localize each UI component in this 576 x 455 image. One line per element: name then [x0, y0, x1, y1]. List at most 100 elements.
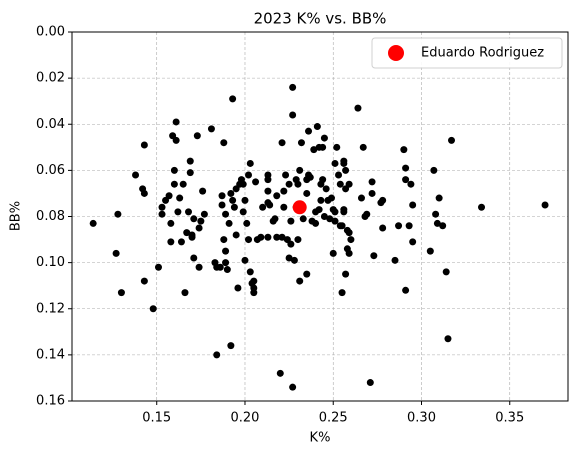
point	[402, 286, 410, 294]
point	[229, 196, 237, 204]
point	[174, 208, 182, 216]
point	[222, 247, 230, 255]
point	[409, 201, 417, 209]
point	[241, 256, 249, 264]
point	[250, 277, 258, 285]
point	[223, 266, 231, 274]
point	[230, 203, 238, 211]
point	[338, 222, 346, 230]
point	[331, 208, 339, 216]
point	[326, 215, 334, 223]
point	[165, 192, 173, 200]
point	[264, 187, 272, 195]
point	[245, 171, 253, 179]
point	[172, 136, 180, 144]
point	[294, 180, 302, 188]
plot-frame	[71, 31, 569, 402]
point	[359, 143, 367, 151]
point	[278, 233, 286, 241]
point	[319, 176, 327, 184]
point	[140, 189, 148, 197]
point	[289, 83, 297, 91]
point	[250, 289, 258, 297]
point	[338, 289, 346, 297]
point	[322, 185, 330, 193]
point	[345, 249, 353, 257]
point	[305, 127, 313, 135]
point	[117, 289, 125, 297]
point	[541, 201, 549, 209]
point	[347, 236, 355, 244]
y-tick-label: 0.02	[36, 71, 65, 86]
x-tick-label: 0.25	[319, 411, 348, 426]
point	[402, 164, 410, 172]
point	[306, 173, 314, 181]
point	[405, 222, 413, 230]
point	[478, 203, 486, 211]
point	[176, 194, 184, 202]
point	[158, 210, 166, 218]
point	[402, 176, 410, 184]
point	[177, 238, 185, 246]
point	[448, 136, 456, 144]
point	[395, 222, 403, 230]
point	[241, 196, 249, 204]
point	[379, 196, 387, 204]
point	[329, 249, 337, 257]
point	[320, 134, 328, 142]
y-tick-label: 0.00	[36, 25, 65, 40]
point	[170, 166, 178, 174]
chart-title: 2023 K% vs. BB%	[254, 10, 387, 28]
point	[331, 159, 339, 167]
point	[342, 166, 350, 174]
point	[303, 189, 311, 197]
point	[289, 111, 297, 119]
point	[290, 256, 298, 264]
point	[222, 210, 230, 218]
point	[287, 240, 295, 248]
point	[140, 277, 148, 285]
point	[439, 222, 447, 230]
point	[239, 208, 247, 216]
point	[154, 263, 162, 271]
point	[292, 200, 307, 215]
point	[213, 351, 221, 359]
point	[132, 171, 140, 179]
point	[184, 208, 192, 216]
point	[239, 180, 247, 188]
point	[317, 196, 325, 204]
point	[188, 231, 196, 239]
point	[342, 270, 350, 278]
point	[336, 180, 344, 188]
point	[158, 203, 166, 211]
legend-box	[371, 37, 563, 69]
point	[227, 342, 235, 350]
point	[287, 217, 295, 225]
point	[276, 369, 284, 377]
point	[207, 125, 215, 133]
point	[200, 210, 208, 218]
y-tick-label: 0.04	[36, 117, 65, 132]
point	[331, 217, 339, 225]
point	[296, 277, 304, 285]
point	[220, 236, 228, 244]
point	[183, 229, 191, 237]
point	[407, 180, 415, 188]
point	[400, 146, 408, 154]
point	[195, 263, 203, 271]
point	[310, 146, 318, 154]
point	[370, 252, 378, 260]
point	[243, 219, 251, 227]
y-tick-label: 0.12	[36, 301, 65, 316]
point	[278, 139, 286, 147]
point	[280, 203, 288, 211]
x-tick-label: 0.30	[407, 411, 436, 426]
point	[172, 118, 180, 126]
y-tick-label: 0.10	[36, 255, 65, 270]
y-tick-label: 0.16	[36, 394, 65, 409]
point	[216, 263, 224, 271]
point	[312, 219, 320, 227]
point	[340, 208, 348, 216]
point	[179, 180, 187, 188]
point	[327, 194, 335, 202]
